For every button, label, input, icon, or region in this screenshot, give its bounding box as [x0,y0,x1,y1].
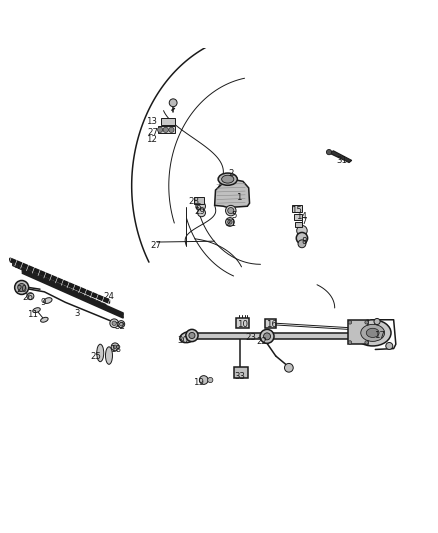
Circle shape [260,329,274,343]
Circle shape [374,318,380,325]
Circle shape [157,127,162,133]
Circle shape [297,225,307,236]
Text: 29: 29 [194,207,205,216]
Bar [234,367,248,378]
Polygon shape [329,151,352,163]
Circle shape [111,343,119,351]
Text: 7: 7 [301,217,307,227]
Circle shape [264,333,271,340]
Circle shape [348,341,352,344]
Text: 27: 27 [147,127,158,136]
Circle shape [169,127,174,133]
Circle shape [208,377,213,383]
Bar [292,205,302,212]
Text: 10: 10 [237,320,248,329]
Circle shape [386,343,393,350]
Text: 12: 12 [146,134,157,143]
Ellipse shape [222,175,234,183]
Ellipse shape [33,308,40,313]
Circle shape [14,280,28,294]
Circle shape [169,99,177,107]
Bar [294,214,302,220]
Bar [348,320,368,344]
Circle shape [298,240,306,248]
Circle shape [198,209,205,217]
Text: 24: 24 [103,292,114,301]
Ellipse shape [106,347,113,364]
Circle shape [365,341,368,344]
Circle shape [296,232,307,244]
Circle shape [226,217,234,227]
Bar [194,197,204,204]
Text: 8: 8 [301,237,307,246]
Circle shape [18,284,25,292]
Circle shape [163,127,168,133]
Text: 21: 21 [226,219,237,228]
Circle shape [196,201,205,211]
Circle shape [118,321,125,328]
Circle shape [228,220,232,224]
Text: 30: 30 [178,336,189,345]
Bar [295,222,301,227]
Text: 31: 31 [337,156,348,165]
Text: 28: 28 [188,197,199,206]
Text: 2: 2 [229,169,234,179]
Text: 4: 4 [14,262,20,271]
Bar [158,126,175,133]
Ellipse shape [361,325,385,341]
Text: 3: 3 [74,309,80,318]
Circle shape [365,321,368,324]
Circle shape [189,333,195,338]
Text: 23: 23 [245,333,256,342]
Ellipse shape [97,344,104,362]
Circle shape [112,321,117,326]
Text: 22: 22 [256,337,267,346]
Text: 25: 25 [90,351,101,360]
Circle shape [186,329,198,342]
Circle shape [199,376,208,384]
Bar [161,118,175,125]
Circle shape [326,149,332,155]
Bar [265,319,276,328]
Bar [237,318,249,328]
Text: 1: 1 [236,193,241,202]
Circle shape [228,207,234,214]
Circle shape [110,319,119,328]
Circle shape [113,345,117,349]
Ellipse shape [180,332,195,343]
Ellipse shape [44,297,52,303]
Text: 9: 9 [41,298,46,307]
Circle shape [348,321,352,324]
Ellipse shape [218,173,237,185]
Text: 17: 17 [374,331,385,340]
Ellipse shape [354,320,391,346]
Text: 5: 5 [232,211,237,220]
Text: 33: 33 [234,372,245,381]
Polygon shape [215,180,250,207]
Circle shape [27,293,34,300]
Text: 13: 13 [146,117,157,126]
Text: 16: 16 [266,320,277,329]
Text: 32: 32 [114,322,125,331]
Text: 18: 18 [110,345,120,354]
Text: 26: 26 [22,293,33,302]
Text: 14: 14 [296,212,307,221]
Text: 19: 19 [193,378,204,387]
Circle shape [226,205,236,216]
Text: 15: 15 [291,206,302,215]
Ellipse shape [41,317,48,322]
Text: 27: 27 [150,241,161,250]
Ellipse shape [366,328,379,337]
Bar [192,333,350,338]
Circle shape [285,364,293,372]
Text: 20: 20 [16,285,27,294]
Text: 6: 6 [195,203,201,212]
Circle shape [120,322,123,326]
Text: 11: 11 [27,310,38,319]
